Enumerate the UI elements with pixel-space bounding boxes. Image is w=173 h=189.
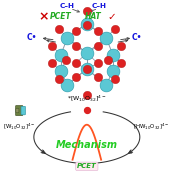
Point bbox=[120, 62, 123, 65]
Point bbox=[58, 78, 61, 81]
FancyBboxPatch shape bbox=[16, 108, 19, 113]
FancyBboxPatch shape bbox=[16, 105, 23, 116]
Point bbox=[75, 45, 77, 48]
Text: ×: × bbox=[39, 10, 49, 23]
Point bbox=[51, 45, 54, 48]
Point bbox=[106, 59, 109, 62]
Point bbox=[59, 69, 62, 72]
Point bbox=[58, 28, 61, 31]
Point bbox=[75, 62, 77, 65]
Point bbox=[85, 93, 88, 96]
Text: HAT: HAT bbox=[84, 12, 101, 21]
FancyBboxPatch shape bbox=[21, 106, 26, 115]
Point bbox=[96, 76, 99, 79]
Point bbox=[113, 78, 116, 81]
Text: PCET: PCET bbox=[77, 163, 97, 169]
Point bbox=[85, 51, 88, 54]
Point bbox=[75, 76, 77, 79]
Point bbox=[113, 28, 116, 31]
Point bbox=[105, 36, 108, 39]
Text: C–H: C–H bbox=[92, 3, 107, 9]
Text: [HW$_{10}$O$_{32}$]$^{4-}$: [HW$_{10}$O$_{32}$]$^{4-}$ bbox=[133, 122, 169, 132]
Point bbox=[112, 53, 114, 56]
Point bbox=[85, 67, 88, 70]
Point bbox=[85, 10, 88, 13]
Text: C•: C• bbox=[27, 33, 37, 42]
Text: *[W$_{10}$O$_{32}$]$^{4-}$: *[W$_{10}$O$_{32}$]$^{4-}$ bbox=[67, 94, 107, 104]
Point bbox=[96, 62, 99, 65]
Point bbox=[85, 108, 88, 111]
Point bbox=[85, 67, 88, 70]
Text: C•: C• bbox=[132, 33, 143, 42]
Text: [W$_{10}$O$_{32}$]$^{4-}$: [W$_{10}$O$_{32}$]$^{4-}$ bbox=[3, 122, 36, 132]
Point bbox=[66, 84, 69, 87]
Point bbox=[105, 84, 108, 87]
Text: PCET: PCET bbox=[50, 12, 72, 21]
Point bbox=[51, 62, 54, 65]
Point bbox=[66, 36, 69, 39]
Point bbox=[120, 45, 123, 48]
Point bbox=[64, 59, 67, 62]
Point bbox=[96, 45, 99, 48]
Point bbox=[85, 22, 88, 25]
Text: ✓: ✓ bbox=[108, 12, 116, 22]
Point bbox=[85, 23, 88, 26]
Point bbox=[75, 30, 77, 33]
Point bbox=[112, 69, 114, 72]
Point bbox=[96, 30, 99, 33]
Text: Mechanism: Mechanism bbox=[56, 140, 118, 149]
Text: C–H: C–H bbox=[60, 3, 75, 9]
Point bbox=[59, 53, 62, 56]
